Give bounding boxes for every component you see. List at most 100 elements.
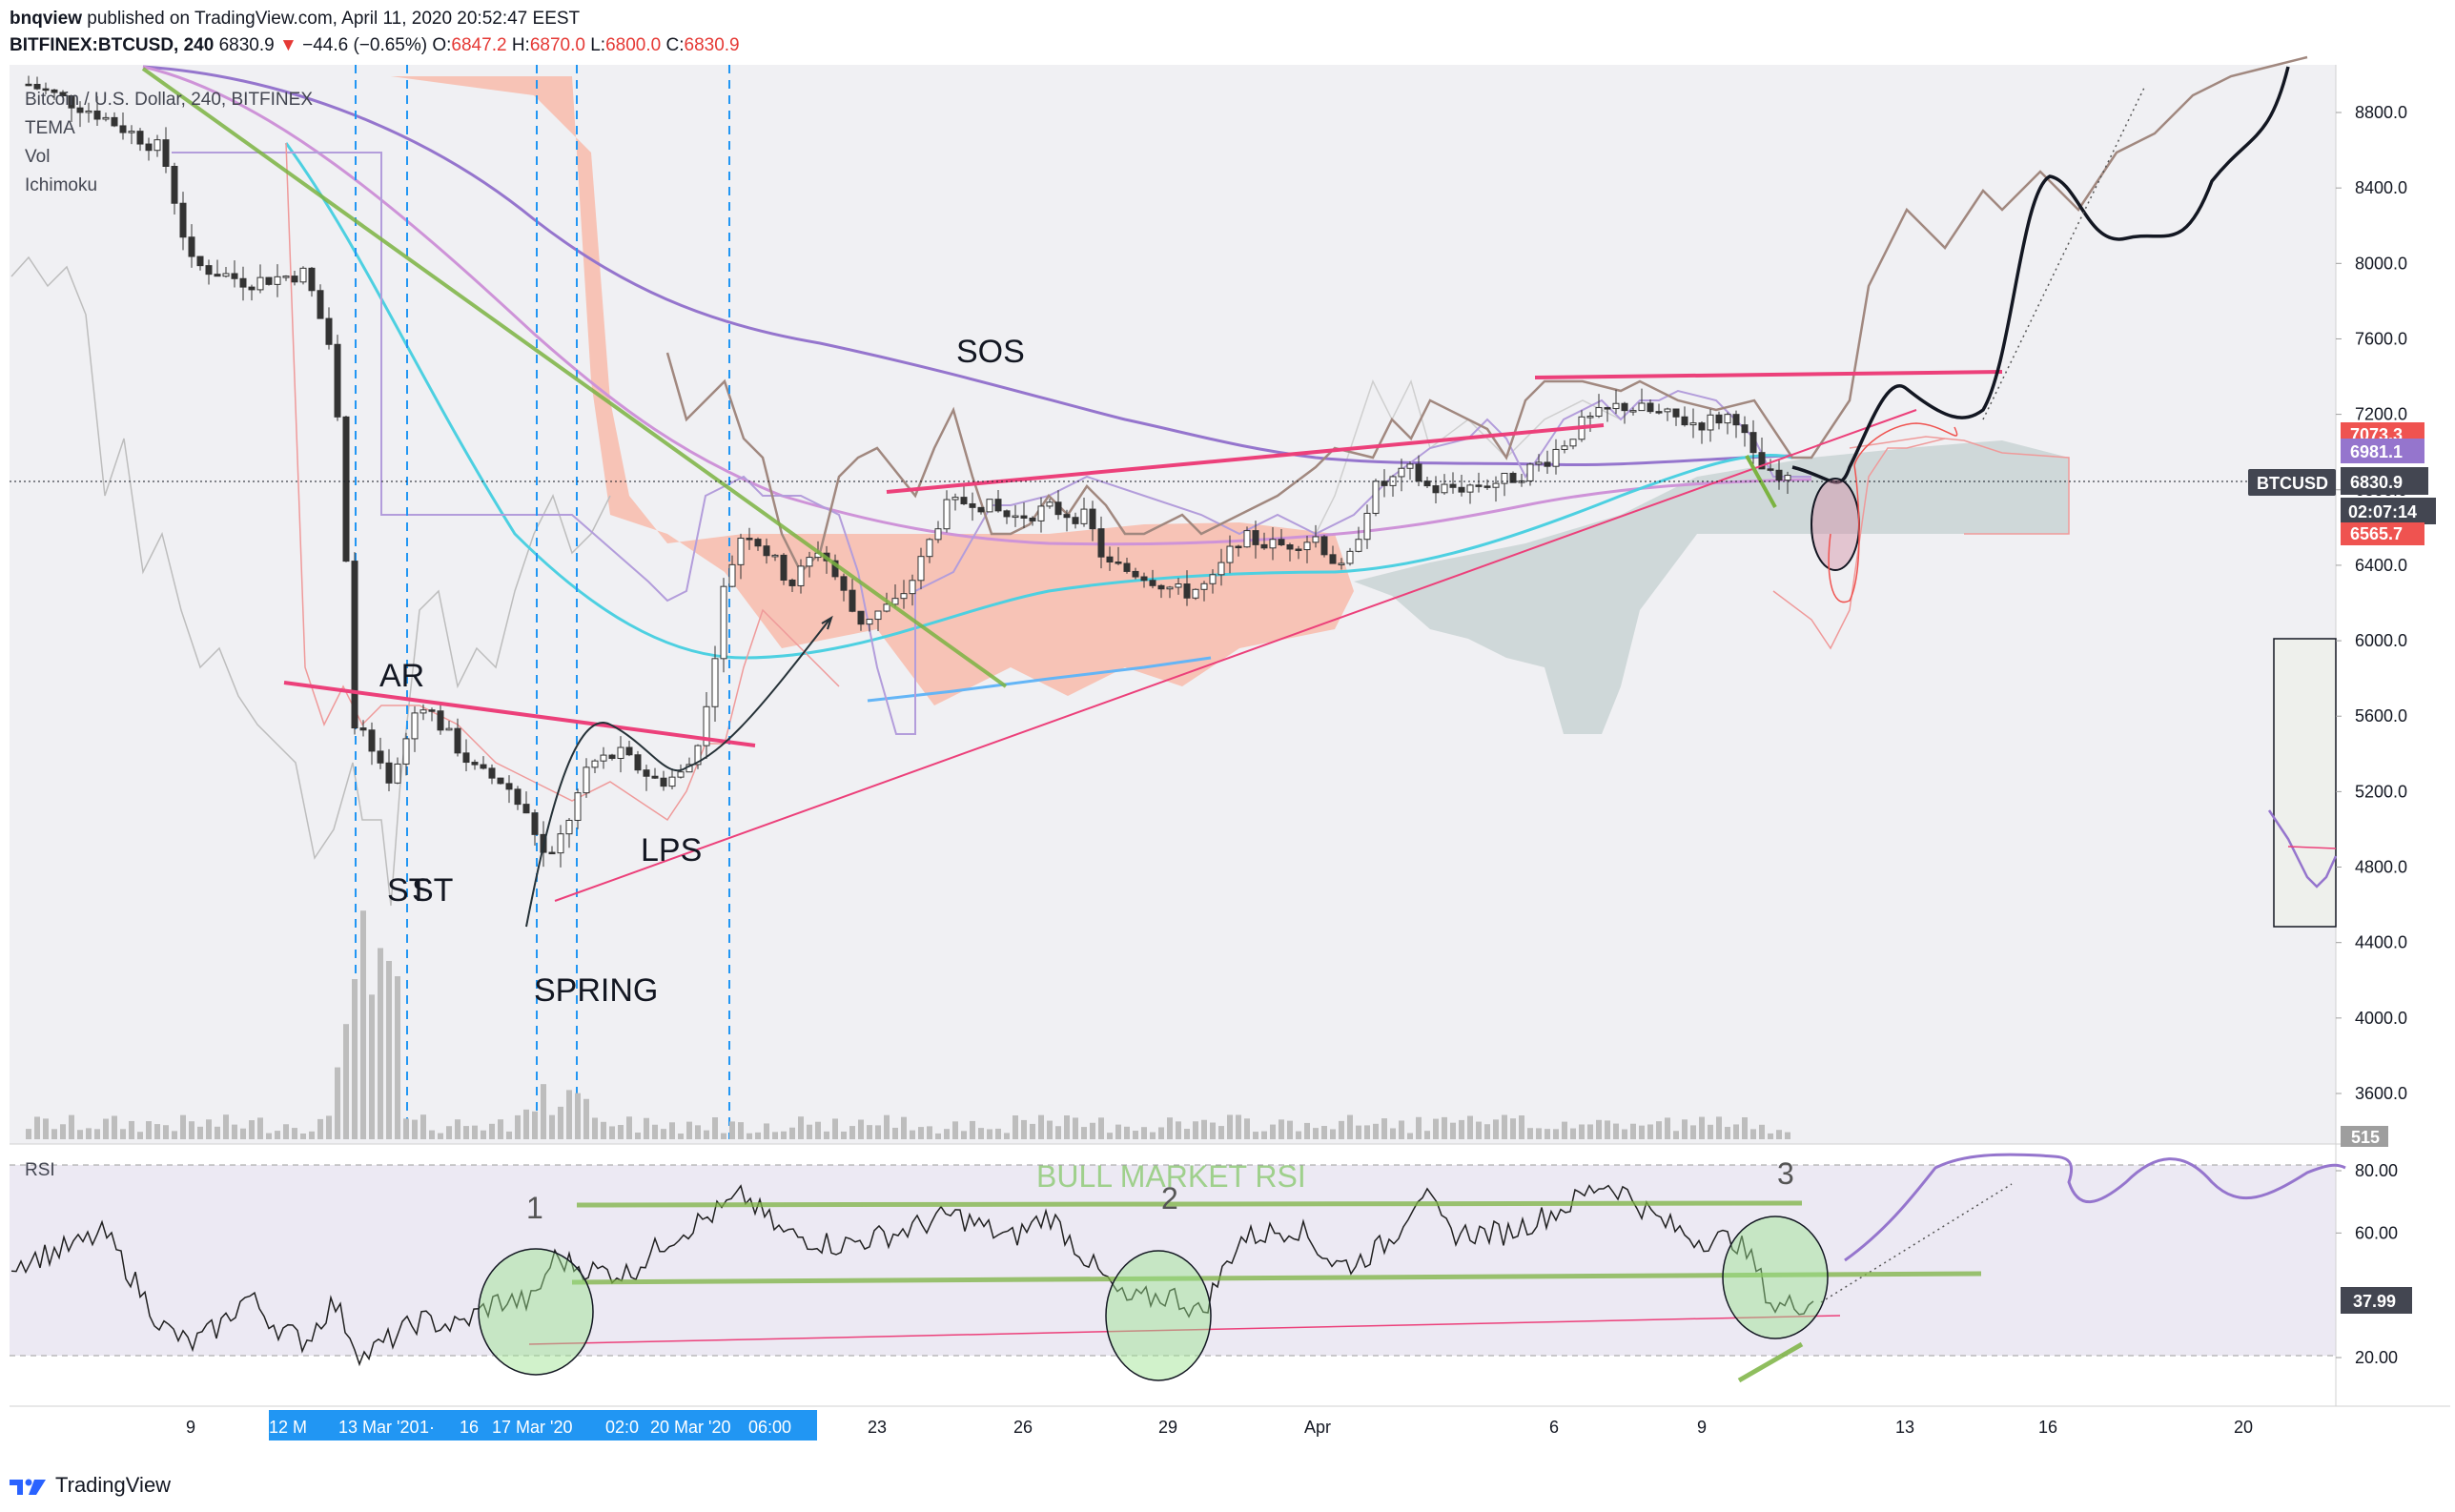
candle-body[interactable] — [634, 754, 642, 771]
candle-body[interactable] — [419, 709, 427, 714]
candle-body[interactable] — [411, 712, 419, 740]
candle-body[interactable] — [471, 762, 479, 766]
candle-body[interactable] — [1243, 530, 1251, 548]
candle-body[interactable] — [1595, 407, 1603, 418]
candle-body[interactable] — [711, 658, 719, 707]
candle-body[interactable] — [93, 110, 101, 120]
candle-body[interactable] — [1020, 515, 1028, 519]
candle-body[interactable] — [591, 760, 599, 768]
candle-body[interactable] — [394, 763, 401, 784]
candle-body[interactable] — [1123, 562, 1131, 572]
candle-body[interactable] — [951, 497, 959, 501]
candle-body[interactable] — [497, 777, 504, 785]
candle-body[interactable] — [1629, 410, 1637, 413]
candle-body[interactable] — [1089, 508, 1096, 530]
candle-body[interactable] — [1432, 485, 1440, 494]
candle-body[interactable] — [1157, 584, 1165, 590]
legend-rsi[interactable]: RSI — [25, 1160, 55, 1180]
candle-body[interactable] — [162, 139, 170, 167]
candle-body[interactable] — [1295, 548, 1302, 551]
candle-body[interactable] — [926, 539, 933, 558]
candle-body[interactable] — [1784, 475, 1791, 481]
candle-body[interactable] — [1252, 530, 1259, 545]
candle-body[interactable] — [1681, 416, 1688, 426]
candle-body[interactable] — [608, 754, 616, 760]
candle-body[interactable] — [1260, 543, 1268, 549]
candle-body[interactable] — [214, 274, 221, 277]
candle-body[interactable] — [205, 265, 213, 276]
candle-body[interactable] — [342, 416, 350, 562]
candle-body[interactable] — [59, 92, 67, 97]
candle-body[interactable] — [171, 165, 178, 204]
candle-body[interactable] — [883, 603, 890, 612]
candle-body[interactable] — [359, 727, 367, 731]
candle-body[interactable] — [1132, 570, 1139, 578]
candle-body[interactable] — [128, 131, 135, 133]
candle-body[interactable] — [1200, 582, 1208, 590]
candle-body[interactable] — [1492, 482, 1500, 488]
candle-body[interactable] — [694, 745, 702, 766]
candle-body[interactable] — [1406, 463, 1414, 469]
candle-body[interactable] — [1363, 512, 1371, 541]
candle-body[interactable] — [68, 95, 75, 109]
candle-body[interactable] — [703, 705, 710, 746]
candle-body[interactable] — [402, 738, 410, 765]
candle-body[interactable] — [1063, 514, 1071, 519]
candle-body[interactable] — [1526, 463, 1534, 481]
candle-body[interactable] — [222, 273, 230, 277]
candle-body[interactable] — [1149, 580, 1156, 586]
legend-tema[interactable]: TEMA — [25, 118, 75, 138]
candle-body[interactable] — [514, 788, 522, 806]
candle-body[interactable] — [831, 560, 839, 578]
author-name[interactable]: bnqview — [10, 9, 83, 29]
candle-body[interactable] — [1372, 480, 1380, 514]
candle-body[interactable] — [780, 554, 788, 582]
ar-resistance-line[interactable] — [283, 681, 756, 747]
candle-body[interactable] — [1106, 556, 1114, 563]
legend-vol[interactable]: Vol — [25, 147, 50, 167]
legend-ichimoku[interactable]: Ichimoku — [25, 175, 97, 195]
candle-body[interactable] — [1458, 486, 1465, 493]
candle-body[interactable] — [1647, 402, 1654, 413]
candle-body[interactable] — [1509, 472, 1517, 483]
candle-body[interactable] — [1217, 562, 1225, 576]
candle-body[interactable] — [1166, 586, 1174, 590]
candle-body[interactable] — [1209, 574, 1217, 584]
candle-body[interactable] — [625, 746, 633, 756]
candle-body[interactable] — [51, 89, 58, 93]
candle-body[interactable] — [900, 593, 908, 600]
candle-body[interactable] — [1621, 402, 1628, 412]
candle-body[interactable] — [1235, 545, 1242, 549]
candle-body[interactable] — [565, 819, 573, 835]
candle-body[interactable] — [1698, 422, 1706, 431]
candle-body[interactable] — [1003, 510, 1011, 518]
candle-body[interactable] — [351, 561, 358, 729]
candle-body[interactable] — [76, 107, 84, 113]
candle-body[interactable] — [256, 276, 264, 291]
candle-body[interactable] — [1475, 484, 1483, 487]
candle-body[interactable] — [1012, 515, 1019, 519]
sos-resistance-line[interactable] — [886, 423, 1605, 494]
candle-body[interactable] — [1072, 517, 1079, 524]
candle-body[interactable] — [651, 775, 659, 779]
candle-body[interactable] — [668, 776, 676, 787]
candle-body[interactable] — [1175, 583, 1182, 588]
candle-body[interactable] — [368, 729, 376, 752]
candle-body[interactable] — [231, 273, 238, 279]
candle-body[interactable] — [428, 709, 436, 712]
candle-body[interactable] — [1320, 536, 1328, 556]
candle-body[interactable] — [617, 746, 624, 760]
time-axis[interactable]: 9 12 M 13 Mar '20 1· 16 17 Mar '20 02:0 20 Mar … — [186, 1418, 2253, 1437]
legend-symbol[interactable]: Bitcoin / U.S. Dollar, 240, BITFINEX — [25, 90, 313, 110]
candle-body[interactable] — [866, 619, 873, 625]
uptrend-support-line[interactable] — [554, 409, 1917, 902]
candle-body[interactable] — [849, 589, 856, 612]
candle-body[interactable] — [960, 497, 968, 504]
candle-body[interactable] — [1046, 501, 1054, 507]
candle-body[interactable] — [677, 771, 685, 778]
candle-body[interactable] — [377, 750, 384, 764]
candle-body[interactable] — [1338, 562, 1345, 565]
candle-body[interactable] — [797, 565, 805, 586]
candle-body[interactable] — [385, 762, 393, 784]
